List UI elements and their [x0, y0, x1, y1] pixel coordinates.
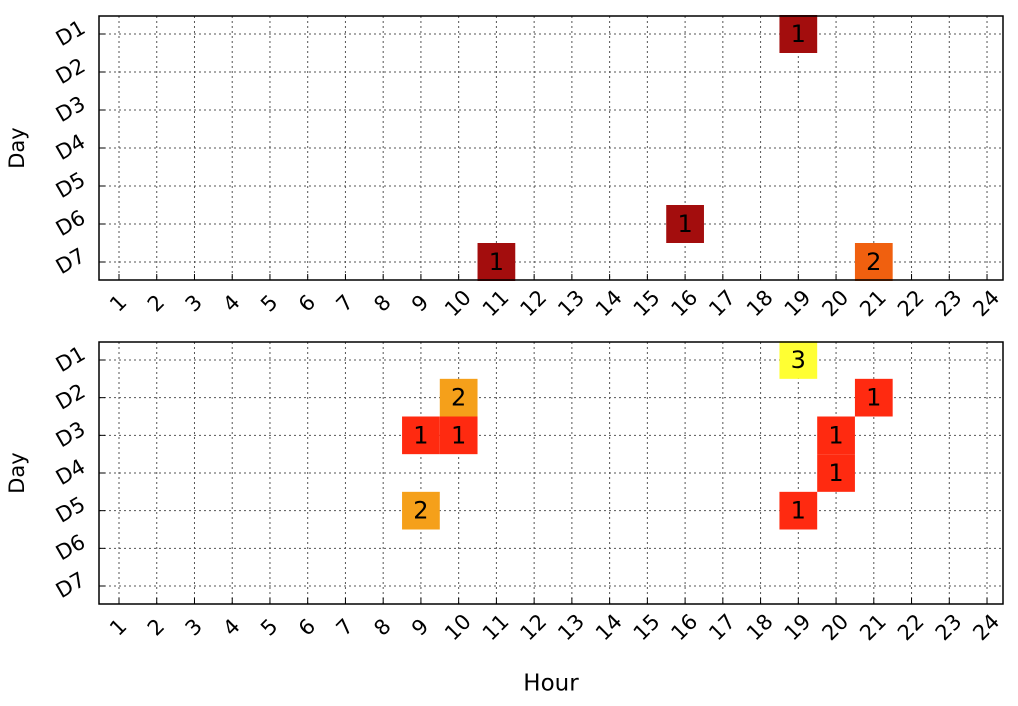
x-tick-label: 2 [143, 614, 169, 640]
x-tick-label: 4 [218, 614, 244, 640]
cell-label: 2 [413, 497, 428, 525]
y-tick-label: D6 [52, 530, 90, 566]
x-tick-label: 21 [855, 609, 891, 645]
cell-label: 1 [828, 421, 843, 449]
x-tick-label: 20 [817, 285, 853, 321]
heatmap-cell [817, 454, 855, 492]
x-tick-label: 6 [294, 614, 320, 640]
heatmap-cell [439, 378, 478, 417]
x-tick-label: 22 [893, 609, 929, 645]
y-tick-label: D7 [52, 567, 90, 603]
y-tick-label: D6 [52, 205, 90, 241]
cell-label: 2 [451, 384, 466, 412]
cell-label: 1 [489, 248, 504, 276]
cell-label: 1 [451, 421, 466, 449]
cell-label: 1 [791, 20, 806, 48]
x-tick-label: 13 [553, 285, 589, 321]
x-tick-label: 4 [218, 290, 244, 316]
cell-label: 1 [828, 459, 843, 487]
x-tick-label: 3 [181, 614, 207, 640]
x-tick-label: 16 [666, 609, 702, 645]
x-tick-label: 19 [780, 285, 816, 321]
x-tick-label: 3 [181, 290, 207, 316]
x-tick-label: 14 [591, 609, 627, 645]
heatmap-cell [779, 15, 818, 53]
y-tick-label: D3 [52, 91, 90, 127]
x-tick-label: 7 [332, 290, 358, 316]
x-axis-label: Hour [523, 671, 579, 697]
x-tick-label: 17 [704, 285, 740, 321]
x-tick-label: 21 [855, 285, 891, 321]
x-tick-label: 6 [294, 290, 320, 316]
x-tick-label: 14 [591, 285, 627, 321]
heatmap-cell [666, 205, 704, 243]
heatmap-cell [402, 491, 440, 530]
x-tick-label: 2 [143, 290, 169, 316]
plot-frame [98, 15, 1004, 281]
cell-label: 2 [866, 248, 881, 276]
x-tick-label: 12 [515, 609, 551, 645]
x-tick-label: 11 [478, 609, 514, 645]
x-tick-label: 16 [666, 285, 702, 321]
x-tick-label: 8 [369, 614, 395, 640]
cell-label: 1 [677, 210, 692, 238]
x-tick-label: 24 [968, 285, 1004, 321]
y-tick-label: D4 [52, 129, 90, 165]
x-tick-label: 23 [931, 285, 967, 321]
y-tick-label: D7 [52, 243, 90, 279]
x-tick-label: 1 [105, 290, 131, 316]
x-tick-label: 10 [440, 609, 476, 645]
x-tick-label: 7 [332, 614, 358, 640]
y-tick-label: D4 [52, 454, 90, 490]
x-tick-label: 24 [968, 609, 1004, 645]
cell-label: 1 [413, 421, 428, 449]
x-tick-label: 22 [893, 285, 929, 321]
x-tick-label: 5 [256, 614, 282, 640]
x-tick-label: 18 [742, 285, 778, 321]
x-tick-label: 5 [256, 290, 282, 316]
heatmap-cell [854, 378, 893, 417]
cell-label: 1 [791, 497, 806, 525]
x-tick-label: 15 [629, 285, 665, 321]
x-tick-label: 18 [742, 609, 778, 645]
x-tick-label: 23 [931, 609, 967, 645]
y-tick-label: D5 [52, 167, 90, 203]
heatmap-cell [402, 416, 440, 455]
heatmap-cell [854, 243, 893, 281]
x-tick-label: 12 [515, 285, 551, 321]
x-tick-label: 1 [105, 614, 131, 640]
x-tick-label: 15 [629, 609, 665, 645]
x-tick-label: 9 [407, 614, 433, 640]
cell-label: 1 [866, 384, 881, 412]
heatmap-cell [779, 491, 818, 530]
heatmap-cell [779, 341, 818, 379]
x-tick-label: 13 [553, 609, 589, 645]
heatmap-cell [817, 416, 855, 455]
y-tick-label: D2 [52, 53, 90, 89]
y-tick-label: D5 [52, 492, 90, 528]
y-tick-label: D1 [52, 341, 90, 377]
x-tick-label: 9 [407, 290, 433, 316]
x-tick-label: 10 [440, 285, 476, 321]
y-axis-label: Day [5, 452, 29, 493]
x-tick-label: 17 [704, 609, 740, 645]
x-tick-label: 19 [780, 609, 816, 645]
cell-label: 3 [791, 346, 806, 374]
x-tick-label: 8 [369, 290, 395, 316]
y-tick-label: D1 [52, 15, 90, 51]
heatmap-cell [439, 416, 478, 455]
x-tick-label: 20 [817, 609, 853, 645]
plot-frame [98, 341, 1004, 605]
y-tick-label: D2 [52, 379, 90, 415]
x-tick-label: 11 [478, 285, 514, 321]
heatmap-cell [477, 243, 516, 281]
y-tick-label: D3 [52, 417, 90, 453]
y-axis-label: Day [5, 127, 29, 168]
